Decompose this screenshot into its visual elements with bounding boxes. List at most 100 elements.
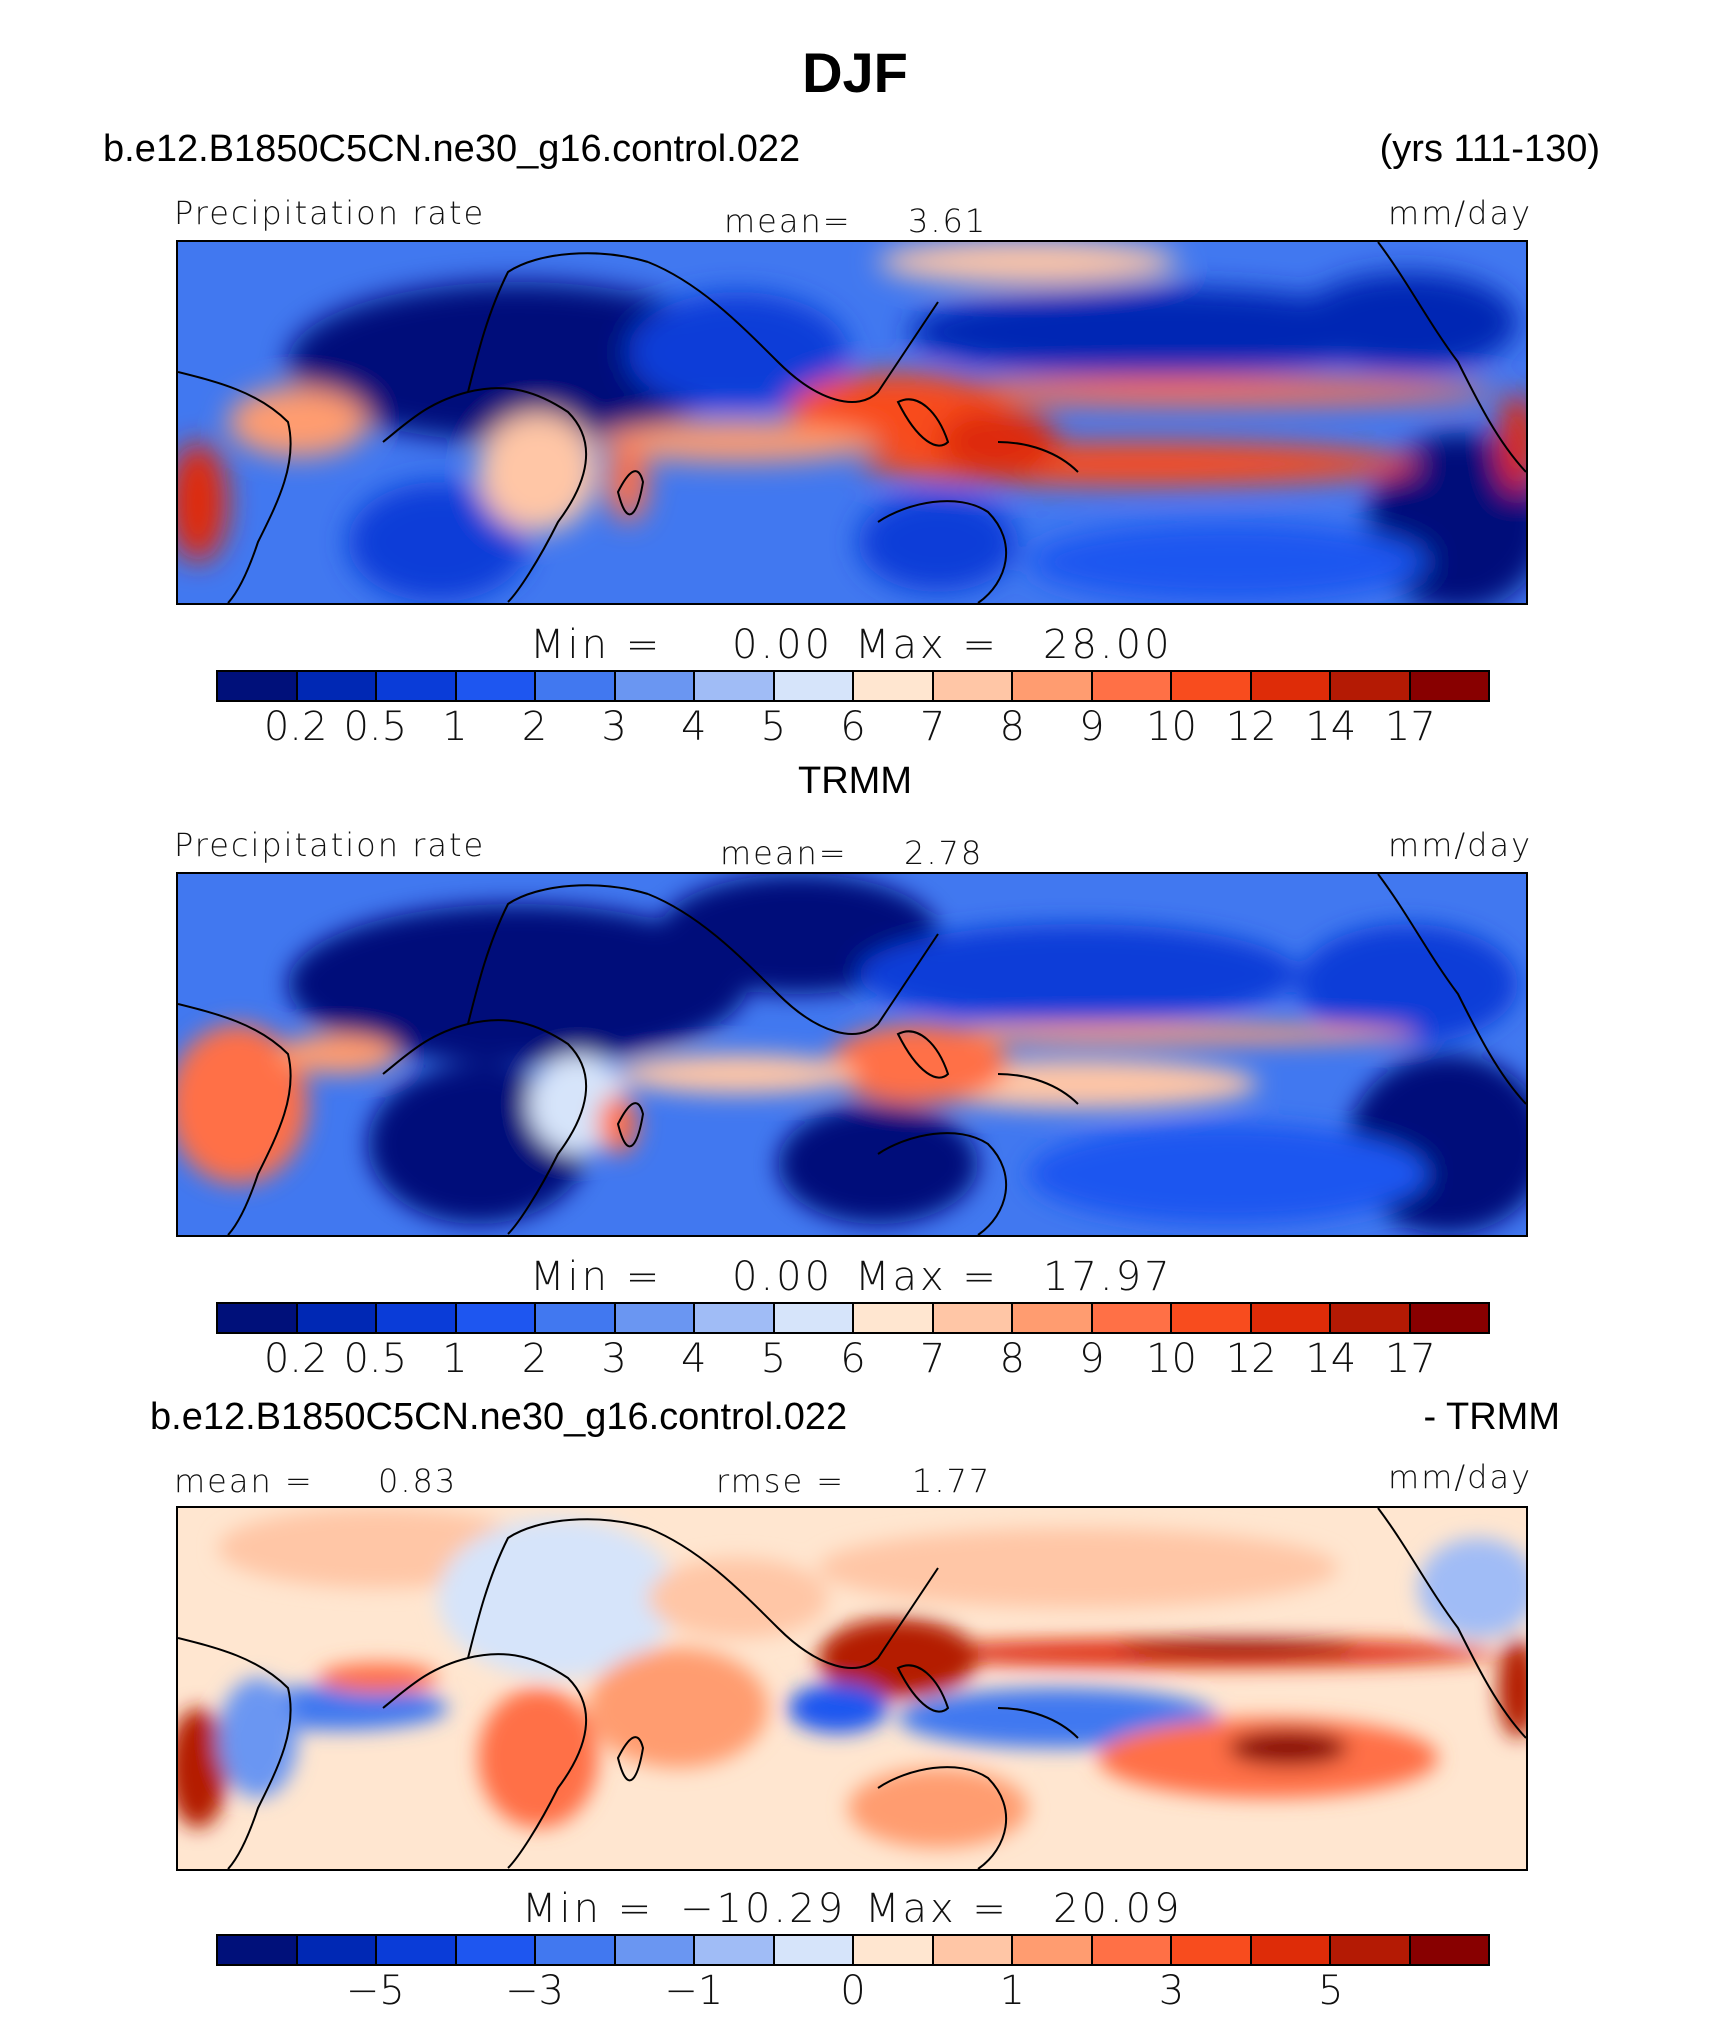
colorbar-swatch — [774, 672, 854, 700]
colorbar-tick-label: 5 — [760, 1336, 787, 1382]
panel1-colorbar-ticks: 0.2 0.5 1 2 3 4 5 6 7 8 9 10 12 14 17 — [216, 704, 1490, 750]
colorbar-swatch — [1331, 1936, 1411, 1964]
colorbar-swatch — [456, 672, 536, 700]
panel3-colorbar-ticks: −5 −3 −1 0 1 3 5 — [216, 1968, 1490, 2014]
panel1-min-label: Min = — [530, 622, 663, 668]
colorbar-tick-label: 7 — [919, 704, 946, 750]
panel3-min-value: −10.29 — [680, 1886, 847, 1932]
panel3-mean-label: mean = — [174, 1462, 314, 1500]
panel2-colorbar-ticks: 0.2 0.5 1 2 3 4 5 6 7 8 9 10 12 14 17 — [216, 1336, 1490, 1382]
panel3-rmse-label: rmse = — [716, 1462, 846, 1500]
colorbar-tick-label: 3 — [1158, 1968, 1185, 2014]
panel2-mean-label: mean= — [720, 834, 848, 872]
colorbar-tick-label: 3 — [601, 1336, 627, 1382]
colorbar-tick-label: 10 — [1146, 1336, 1197, 1382]
colorbar-swatch — [615, 1936, 695, 1964]
colorbar-tick-label: 4 — [681, 1336, 707, 1382]
colorbar-swatch — [695, 1304, 775, 1332]
colorbar-swatch — [615, 1304, 695, 1332]
colorbar-tick-label: 12 — [1225, 1336, 1277, 1382]
colorbar-tick-label: 6 — [840, 1336, 866, 1382]
colorbar-swatch — [1331, 1304, 1411, 1332]
colorbar-swatch — [377, 672, 457, 700]
panel3-colorbar — [216, 1934, 1490, 1966]
colorbar-swatch — [615, 672, 695, 700]
colorbar-swatch — [1092, 672, 1172, 700]
colorbar-tick-label: 7 — [919, 1336, 946, 1382]
panel2-max-value: 17.97 — [1043, 1254, 1173, 1300]
colorbar-tick-label: −5 — [345, 1968, 405, 2014]
panel3-mean-value: 0.83 — [378, 1462, 458, 1500]
colorbar-swatch — [456, 1304, 536, 1332]
panel2-section-title: TRMM — [798, 760, 912, 802]
colorbar-swatch — [695, 1936, 775, 1964]
colorbar-tick-label: 2 — [521, 1336, 548, 1382]
colorbar-tick-label: −3 — [505, 1968, 564, 2014]
colorbar-swatch — [1172, 672, 1252, 700]
colorbar-swatch — [297, 1304, 377, 1332]
colorbar-tick-label: 0.2 — [263, 1336, 328, 1382]
years-label: (yrs 111-130) — [1379, 128, 1600, 170]
colorbar-tick-label: 5 — [1318, 1968, 1344, 2014]
colorbar-tick-label: 14 — [1305, 1336, 1357, 1382]
panel1-map — [176, 240, 1528, 605]
figure-title: DJF — [802, 41, 908, 104]
panel3-case-name: b.e12.B1850C5CN.ne30_g16.control.022 — [150, 1396, 848, 1438]
colorbar-tick-label: 17 — [1384, 1336, 1436, 1382]
colorbar-tick-label: 0 — [840, 1968, 866, 2014]
colorbar-swatch — [1410, 672, 1488, 700]
colorbar-swatch — [1013, 672, 1093, 700]
colorbar-swatch — [536, 672, 616, 700]
colorbar-tick-label: 17 — [1384, 704, 1436, 750]
panel1-max-label: Max = — [855, 622, 999, 668]
panel1-max-value: 28.00 — [1043, 622, 1173, 668]
panel3-min-label: Min = — [522, 1886, 655, 1932]
colorbar-swatch — [1251, 1304, 1331, 1332]
colorbar-swatch — [854, 1304, 934, 1332]
panel1-min-value: 0.00 — [732, 622, 834, 668]
colorbar-swatch — [456, 1936, 536, 1964]
colorbar-tick-label: 8 — [999, 1336, 1025, 1382]
panel1-colorbar — [216, 670, 1490, 702]
colorbar-swatch — [297, 1936, 377, 1964]
colorbar-tick-label: 0.2 — [263, 704, 328, 750]
colorbar-swatch — [536, 1304, 616, 1332]
colorbar-tick-label: 0.5 — [343, 1336, 408, 1382]
panel2-mean-value: 2.78 — [904, 834, 984, 872]
colorbar-tick-label: 4 — [681, 704, 707, 750]
colorbar-swatch — [774, 1936, 854, 1964]
colorbar-swatch — [218, 1304, 298, 1332]
colorbar-swatch — [774, 1304, 854, 1332]
colorbar-tick-label: 1 — [999, 1968, 1025, 2014]
panel1-mean-value: 3.61 — [908, 202, 988, 240]
colorbar-swatch — [377, 1304, 457, 1332]
colorbar-tick-label: 5 — [760, 704, 787, 750]
colorbar-tick-label: 3 — [601, 704, 627, 750]
panel1-mean-label: mean= — [724, 202, 852, 240]
panel3-max-value: 20.09 — [1053, 1886, 1183, 1932]
colorbar-swatch — [933, 1936, 1013, 1964]
panel2-map — [176, 872, 1528, 1237]
colorbar-tick-label: 2 — [521, 704, 548, 750]
colorbar-tick-label: 9 — [1079, 704, 1105, 750]
colorbar-swatch — [536, 1936, 616, 1964]
colorbar-swatch — [1172, 1936, 1252, 1964]
colorbar-swatch — [1092, 1304, 1172, 1332]
colorbar-swatch — [933, 672, 1013, 700]
colorbar-swatch — [1331, 672, 1411, 700]
colorbar-swatch — [1410, 1304, 1488, 1332]
colorbar-swatch — [933, 1304, 1013, 1332]
colorbar-swatch — [854, 672, 934, 700]
colorbar-tick-label: 1 — [442, 704, 468, 750]
panel2-units: mm/day — [1388, 826, 1532, 864]
colorbar-tick-label: 8 — [999, 704, 1025, 750]
panel3-map — [176, 1506, 1528, 1871]
colorbar-swatch — [377, 1936, 457, 1964]
panel1-variable-label: Precipitation rate — [174, 194, 486, 232]
panel3-max-label: Max = — [865, 1886, 1009, 1932]
colorbar-tick-label: 14 — [1305, 704, 1357, 750]
colorbar-swatch — [695, 672, 775, 700]
panel2-min-value: 0.00 — [732, 1254, 834, 1300]
colorbar-swatch — [1251, 672, 1331, 700]
panel2-max-label: Max = — [855, 1254, 999, 1300]
